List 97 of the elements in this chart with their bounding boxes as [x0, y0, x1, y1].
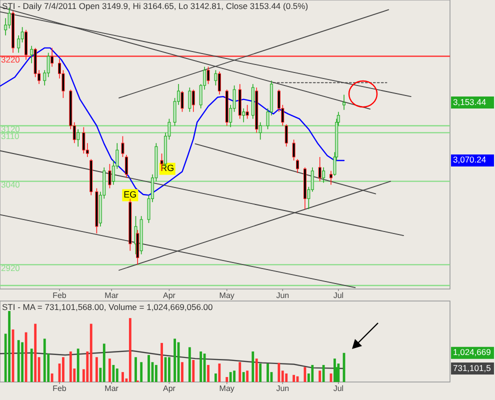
bar	[95, 357, 98, 382]
candlestick	[192, 89, 195, 112]
chart-title: STI - MA = 731,101,568.00, Volume = 1,024,669,056.00	[2, 302, 214, 312]
bar	[102, 344, 106, 382]
candlestick	[46, 52, 50, 78]
x-tick-label: Jul	[333, 384, 344, 393]
candlestick	[124, 154, 128, 178]
candlestick	[180, 90, 184, 112]
bar	[259, 364, 262, 382]
bar	[266, 364, 269, 382]
x-tick-label: Feb	[52, 384, 67, 393]
bar	[292, 374, 295, 382]
bar	[200, 351, 202, 382]
y-tick-label: 3220	[1, 54, 20, 65]
bar	[218, 364, 221, 382]
candlestick	[292, 139, 296, 161]
bar	[76, 348, 80, 382]
bar	[246, 370, 249, 382]
bar	[43, 338, 46, 382]
bar	[278, 362, 280, 382]
text: 3,070.24	[453, 154, 486, 165]
bar	[112, 364, 115, 382]
bar	[334, 358, 336, 382]
bar	[122, 372, 124, 382]
candlestick	[218, 71, 221, 95]
candlestick	[258, 122, 262, 140]
candlestick	[188, 87, 192, 112]
bar	[181, 362, 184, 382]
x-tick-label: Mar	[104, 384, 119, 393]
bar	[174, 338, 176, 382]
candlestick	[318, 156, 322, 182]
candlestick	[24, 29, 28, 60]
candlestick	[30, 45, 34, 64]
candlestick	[342, 94, 346, 110]
bar	[140, 362, 143, 382]
bar	[285, 373, 288, 382]
bar	[214, 373, 217, 382]
bar	[17, 340, 20, 382]
x-tick-label: Jun	[276, 384, 290, 393]
bar	[207, 364, 210, 382]
bar	[116, 368, 118, 382]
bar	[242, 372, 245, 382]
bar	[322, 364, 325, 382]
bar	[160, 342, 163, 382]
bar	[62, 357, 64, 382]
bar	[168, 357, 170, 382]
bar	[311, 364, 314, 382]
chart-title: STI - Daily 7/4/2011 Open 3149.9, Hi 3164.65, Lo 3142.81, Close 3153.44 (0.5%)	[2, 1, 308, 11]
bar	[148, 355, 150, 382]
x-tick-label: Feb	[52, 291, 67, 300]
x-tick-label: Jul	[333, 291, 344, 300]
bar	[21, 342, 24, 382]
bar	[108, 358, 111, 382]
bar	[318, 370, 322, 382]
y-tick-label: 2920	[1, 262, 20, 273]
candlestick	[242, 108, 246, 123]
bar	[34, 324, 37, 382]
candlestick	[206, 66, 210, 84]
x-tick-label: Apr	[162, 291, 176, 300]
bar	[252, 351, 254, 382]
bar	[155, 364, 158, 382]
bar	[128, 318, 132, 382]
bar	[50, 373, 54, 382]
annotation: EG	[124, 190, 137, 200]
candlestick	[108, 164, 112, 189]
text: 3,153.44	[453, 96, 486, 107]
bar	[233, 370, 236, 382]
bar	[30, 348, 33, 382]
candlestick	[82, 126, 86, 154]
x-tick-label: May	[219, 384, 234, 393]
text: 1,024,669	[453, 347, 492, 358]
bar	[188, 347, 191, 382]
candlestick	[50, 48, 54, 68]
bar	[8, 311, 10, 382]
bar	[229, 372, 232, 382]
candlestick	[322, 167, 326, 184]
bar	[69, 351, 72, 382]
candlestick	[329, 170, 332, 186]
candlestick	[246, 104, 249, 120]
x-tick-label: May	[219, 291, 234, 300]
bar	[255, 358, 258, 382]
candlestick	[296, 158, 300, 174]
candlestick	[284, 124, 288, 147]
x-tick-label: Mar	[104, 291, 119, 300]
text: 731,101,5	[453, 362, 492, 373]
x-tick-label: Jun	[276, 291, 290, 300]
bar	[192, 360, 195, 382]
y-tick-label: 3040	[1, 180, 20, 190]
bar	[90, 324, 92, 382]
candlestick	[214, 70, 218, 86]
candlestick	[121, 136, 124, 158]
candlestick	[76, 128, 80, 147]
bar	[226, 377, 228, 382]
bar	[134, 357, 137, 382]
bar	[238, 362, 242, 382]
candlestick	[17, 35, 20, 54]
x-tick-label: Apr	[162, 384, 176, 393]
